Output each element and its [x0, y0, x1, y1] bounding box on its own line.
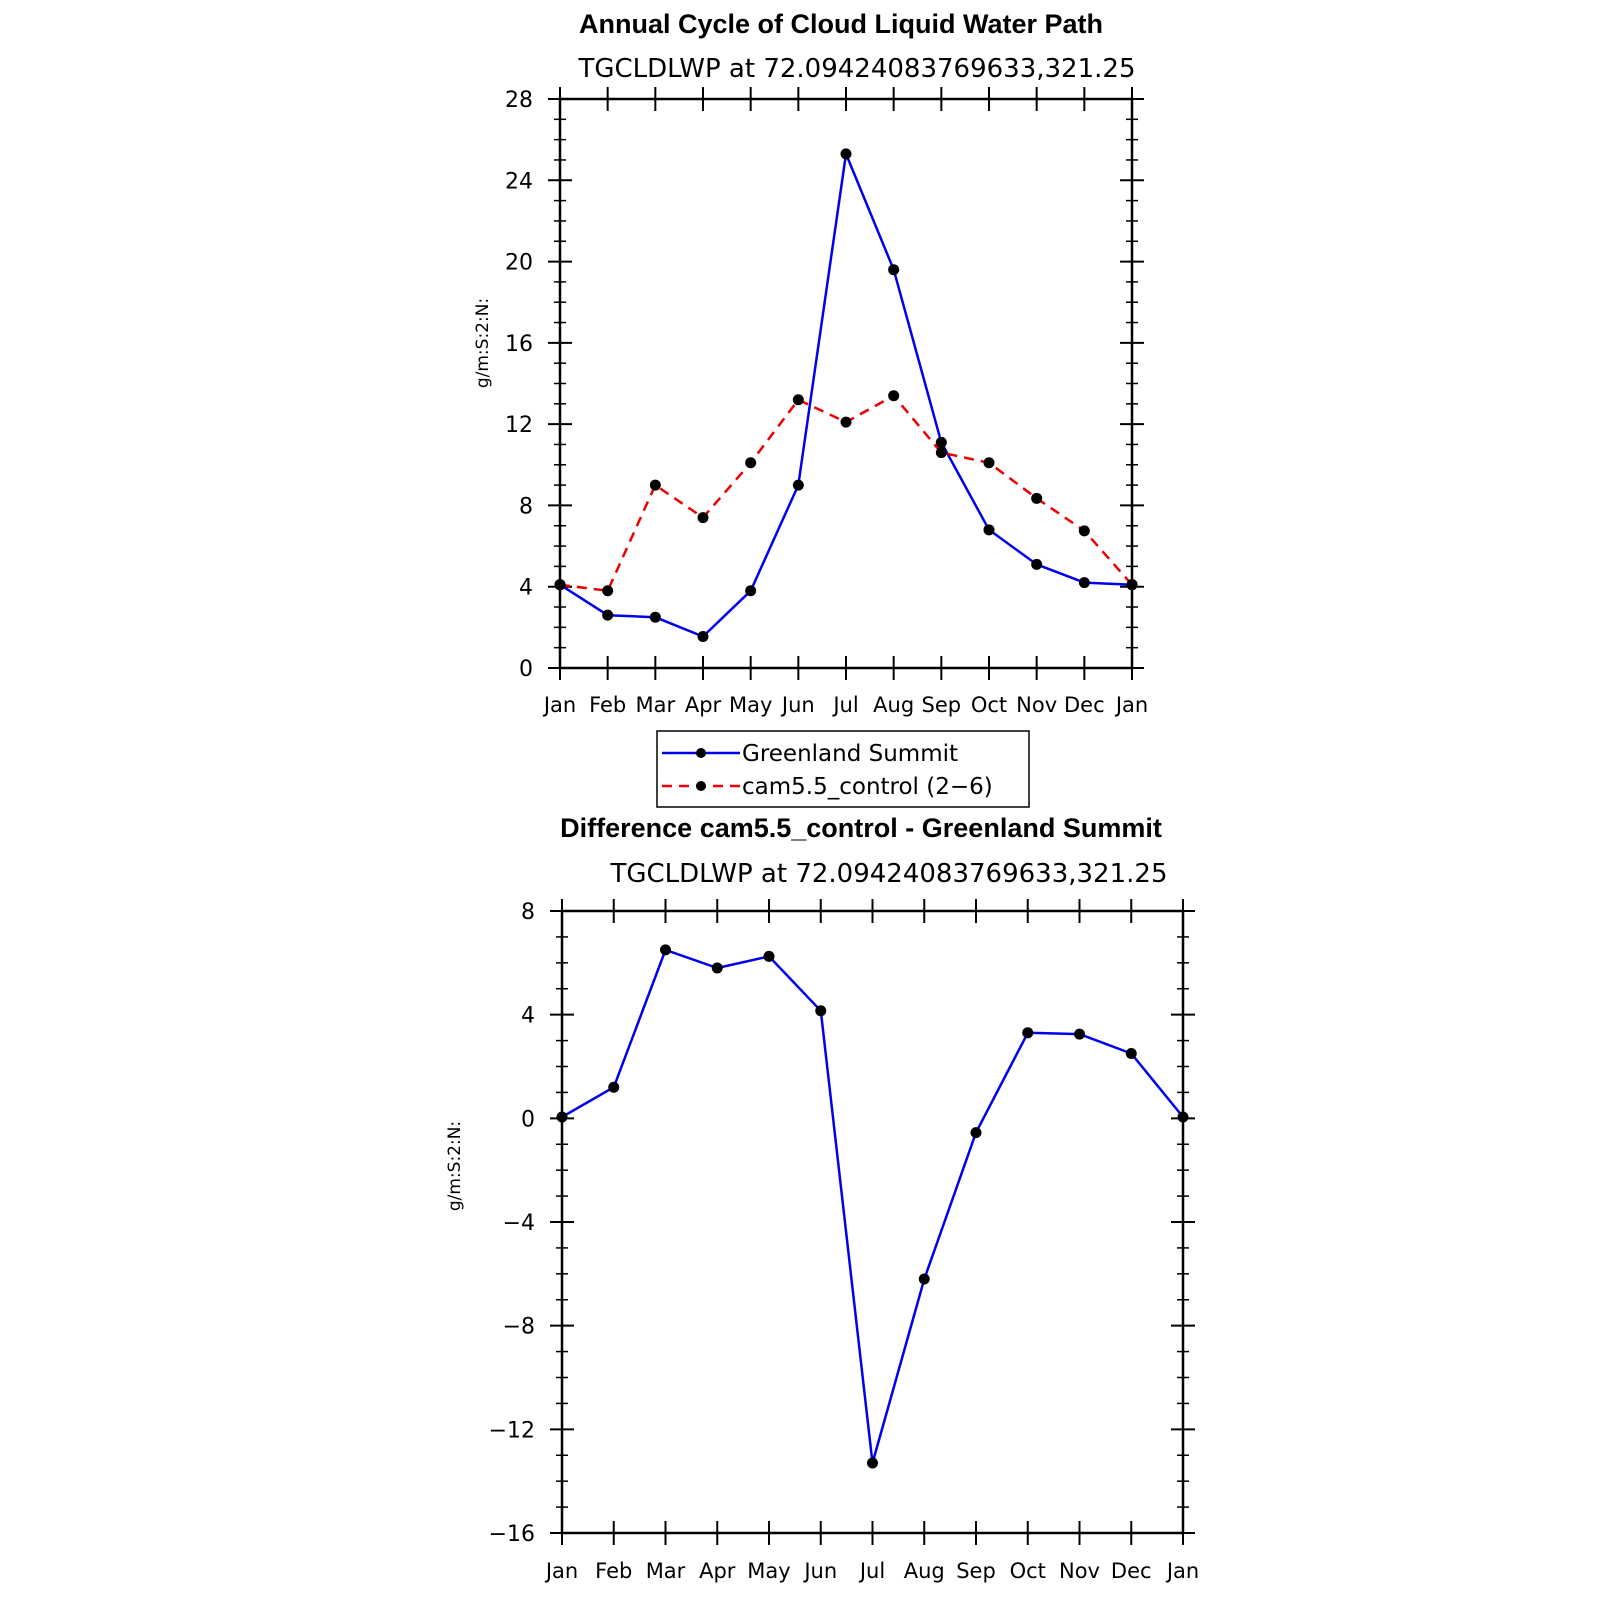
- x-tick-label: Feb: [595, 1559, 632, 1583]
- data-point: [1031, 492, 1043, 504]
- data-point: [888, 390, 900, 402]
- y-axis-label: g/m:S:2:N:: [473, 298, 493, 388]
- x-tick-label: Sep: [922, 693, 962, 717]
- y-tick-label: 0: [519, 657, 533, 682]
- x-tick-label: Jan: [544, 1559, 578, 1583]
- data-point: [935, 436, 947, 448]
- data-point: [602, 609, 614, 621]
- series-layer: [556, 944, 1189, 1469]
- legend: Greenland Summit cam5.5_control (2−6): [656, 730, 1030, 808]
- x-tick-label: Jun: [780, 693, 815, 717]
- difference-chart: Difference cam5.5_control - Greenland Su…: [445, 813, 1199, 1583]
- legend-box: [656, 730, 1030, 808]
- x-tick-label: Oct: [971, 693, 1007, 717]
- y-tick-label: 4: [521, 1004, 535, 1029]
- y-tick-label: 16: [505, 332, 533, 357]
- x-tick-label: Feb: [589, 693, 626, 717]
- legend-label-cam: cam5.5_control (2−6): [742, 774, 993, 800]
- data-point: [970, 1127, 982, 1139]
- y-tick-label: −16: [489, 1522, 535, 1547]
- data-point: [1125, 1048, 1137, 1060]
- tick-labels: −16 −12 −8 −4 0 4 8 Jan Feb Mar Apr May Jun Jul Aug Sep…: [489, 900, 1200, 1583]
- chart-subtitle: TGCLDLWP at 72.09424083769633,321.25: [577, 54, 1135, 84]
- series-line: [559, 152, 1133, 638]
- y-tick-label: 28: [505, 88, 533, 113]
- x-tick-label: Aug: [904, 1559, 945, 1583]
- data-point: [983, 457, 995, 469]
- data-point: [1031, 558, 1043, 570]
- data-point: [792, 394, 804, 406]
- x-tick-label: Jul: [858, 1559, 885, 1583]
- data-point: [745, 457, 757, 469]
- series-layer: [554, 148, 1138, 643]
- x-tick-label: Sep: [956, 1559, 996, 1583]
- x-tick-label: Jan: [542, 693, 576, 717]
- data-point: [649, 611, 661, 623]
- y-tick-label: 20: [505, 251, 533, 276]
- x-tick-label: Nov: [1016, 693, 1057, 717]
- chart-subtitle: TGCLDLWP at 72.09424083769633,321.25: [609, 859, 1167, 889]
- data-point: [608, 1081, 620, 1093]
- data-point: [1078, 525, 1090, 537]
- y-tick-label: 8: [521, 900, 535, 925]
- data-point: [1078, 577, 1090, 589]
- chart-title: Annual Cycle of Cloud Liquid Water Path: [579, 9, 1103, 39]
- plot-frame: [560, 909, 1185, 1535]
- y-tick-label: 24: [505, 169, 533, 194]
- x-tick-label: Dec: [1111, 1559, 1152, 1583]
- data-point: [918, 1273, 930, 1285]
- x-tick-label: Mar: [636, 693, 676, 717]
- data-point: [983, 524, 995, 536]
- data-point: [1022, 1027, 1034, 1039]
- data-point: [840, 148, 852, 160]
- axis-ticks: [548, 87, 1144, 680]
- data-point: [745, 585, 757, 597]
- data-point: [888, 264, 900, 276]
- y-axis-label: g/m:S:2:N:: [445, 1121, 465, 1211]
- y-tick-label: −8: [503, 1315, 535, 1340]
- legend-label-greenland: Greenland Summit: [742, 741, 958, 767]
- axis-ticks: [550, 899, 1195, 1545]
- data-point: [867, 1457, 878, 1469]
- series-line: [561, 948, 1184, 1465]
- data-point: [815, 1005, 827, 1017]
- x-tick-label: Mar: [646, 1559, 686, 1583]
- data-point: [697, 631, 709, 643]
- legend-marker: [696, 748, 706, 758]
- x-tick-label: Dec: [1064, 693, 1105, 717]
- x-tick-label: Oct: [1010, 1559, 1046, 1583]
- annual-cycle-chart: Annual Cycle of Cloud Liquid Water Path …: [473, 9, 1148, 808]
- x-tick-label: Apr: [685, 693, 722, 717]
- data-point: [840, 416, 852, 428]
- data-point: [649, 479, 661, 491]
- y-tick-label: 12: [505, 413, 533, 438]
- y-tick-label: 8: [519, 494, 533, 519]
- x-tick-label: Jan: [1165, 1559, 1199, 1583]
- data-point: [660, 944, 671, 956]
- x-tick-label: Aug: [873, 693, 914, 717]
- x-tick-label: Jul: [831, 693, 858, 717]
- legend-marker: [696, 781, 706, 791]
- plot-frame: [558, 97, 1134, 670]
- y-tick-label: 4: [519, 576, 533, 601]
- chart-title: Difference cam5.5_control - Greenland Su…: [560, 813, 1162, 843]
- y-tick-label: 0: [521, 1107, 535, 1132]
- y-tick-label: −4: [503, 1211, 535, 1236]
- data-point: [602, 585, 614, 597]
- data-point: [697, 512, 709, 524]
- tick-labels: 0 4 8 12 16 20 24 28 Jan Feb Mar Apr May Jun Jul Aug Sep…: [505, 88, 1148, 717]
- x-tick-label: Jan: [1114, 693, 1148, 717]
- data-point: [935, 447, 947, 459]
- y-tick-label: −12: [489, 1418, 535, 1443]
- data-point: [711, 962, 723, 974]
- x-tick-label: Nov: [1059, 1559, 1100, 1583]
- data-point: [1074, 1028, 1085, 1040]
- x-tick-label: Jun: [802, 1559, 837, 1583]
- data-point: [763, 950, 775, 962]
- data-point: [792, 479, 804, 491]
- x-tick-label: May: [729, 693, 772, 717]
- x-tick-label: Apr: [699, 1559, 736, 1583]
- x-tick-label: May: [747, 1559, 790, 1583]
